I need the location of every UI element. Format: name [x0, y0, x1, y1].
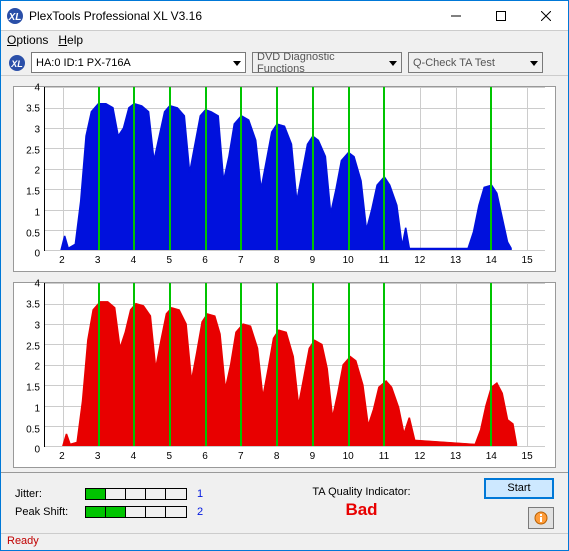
action-buttons: Start	[484, 478, 554, 529]
segment	[86, 489, 106, 499]
quality-indicator: TA Quality Indicator: Bad	[229, 486, 464, 520]
bottom-chart-plot	[44, 283, 545, 447]
statusbar: Ready	[1, 533, 568, 550]
titlebar: XL PlexTools Professional XL V3.16	[1, 1, 568, 31]
segment	[106, 507, 126, 517]
function-select[interactable]: Q-Check TA Test	[408, 52, 543, 73]
info-icon	[534, 511, 548, 525]
segment	[146, 507, 166, 517]
drive-select[interactable]: HA:0 ID:1 PX-716A	[31, 52, 246, 73]
segment	[166, 489, 186, 499]
svg-text:XL: XL	[8, 12, 22, 23]
segment	[86, 507, 106, 517]
drive-icon: XL	[9, 55, 25, 71]
close-button[interactable]	[523, 1, 568, 30]
metrics: Jitter: 1 Peak Shift: 2	[15, 488, 209, 518]
app-icon: XL	[7, 8, 23, 24]
segment	[126, 489, 146, 499]
segment	[126, 507, 146, 517]
bottom-panel: Jitter: 1 Peak Shift: 2 TA Quality Indic…	[1, 472, 568, 533]
app-window: XL PlexTools Professional XL V3.16 Optio…	[0, 0, 569, 551]
bottom-chart-series	[45, 283, 545, 446]
maximize-button[interactable]	[478, 1, 523, 30]
segment	[146, 489, 166, 499]
bottom-chart-xaxis: 23456789101112131415	[44, 447, 545, 467]
start-button[interactable]: Start	[484, 478, 554, 499]
minimize-button[interactable]	[433, 1, 478, 30]
peakshift-row: Peak Shift: 2	[15, 506, 209, 518]
quality-value: Bad	[345, 500, 377, 520]
top-chart: 00.511.522.533.54 23456789101112131415	[13, 86, 556, 272]
bottom-chart: 00.511.522.533.54 23456789101112131415	[13, 282, 556, 468]
segment	[106, 489, 126, 499]
top-chart-series	[45, 87, 545, 250]
jitter-bar	[85, 488, 187, 500]
window-title: PlexTools Professional XL V3.16	[29, 9, 433, 23]
peakshift-bar	[85, 506, 187, 518]
jitter-value: 1	[197, 488, 209, 500]
peakshift-label: Peak Shift:	[15, 506, 75, 518]
menu-options[interactable]: Options	[7, 33, 48, 47]
info-button[interactable]	[528, 507, 554, 529]
peakshift-value: 2	[197, 506, 209, 518]
jitter-label: Jitter:	[15, 488, 75, 500]
top-chart-xaxis: 23456789101112131415	[44, 251, 545, 271]
bottom-chart-yaxis: 00.511.522.533.54	[14, 283, 44, 467]
function-group-select[interactable]: DVD Diagnostic Functions	[252, 52, 402, 73]
quality-label: TA Quality Indicator:	[312, 486, 410, 498]
menubar: Options Help	[1, 31, 568, 50]
menu-help[interactable]: Help	[58, 33, 83, 47]
chart-area: 00.511.522.533.54 23456789101112131415 0…	[1, 76, 568, 472]
svg-text:XL: XL	[10, 59, 23, 69]
status-text: Ready	[7, 535, 39, 547]
top-chart-plot	[44, 87, 545, 251]
segment	[166, 507, 186, 517]
jitter-row: Jitter: 1	[15, 488, 209, 500]
top-chart-yaxis: 00.511.522.533.54	[14, 87, 44, 271]
window-controls	[433, 1, 568, 30]
toolbar: XL HA:0 ID:1 PX-716A DVD Diagnostic Func…	[1, 50, 568, 77]
